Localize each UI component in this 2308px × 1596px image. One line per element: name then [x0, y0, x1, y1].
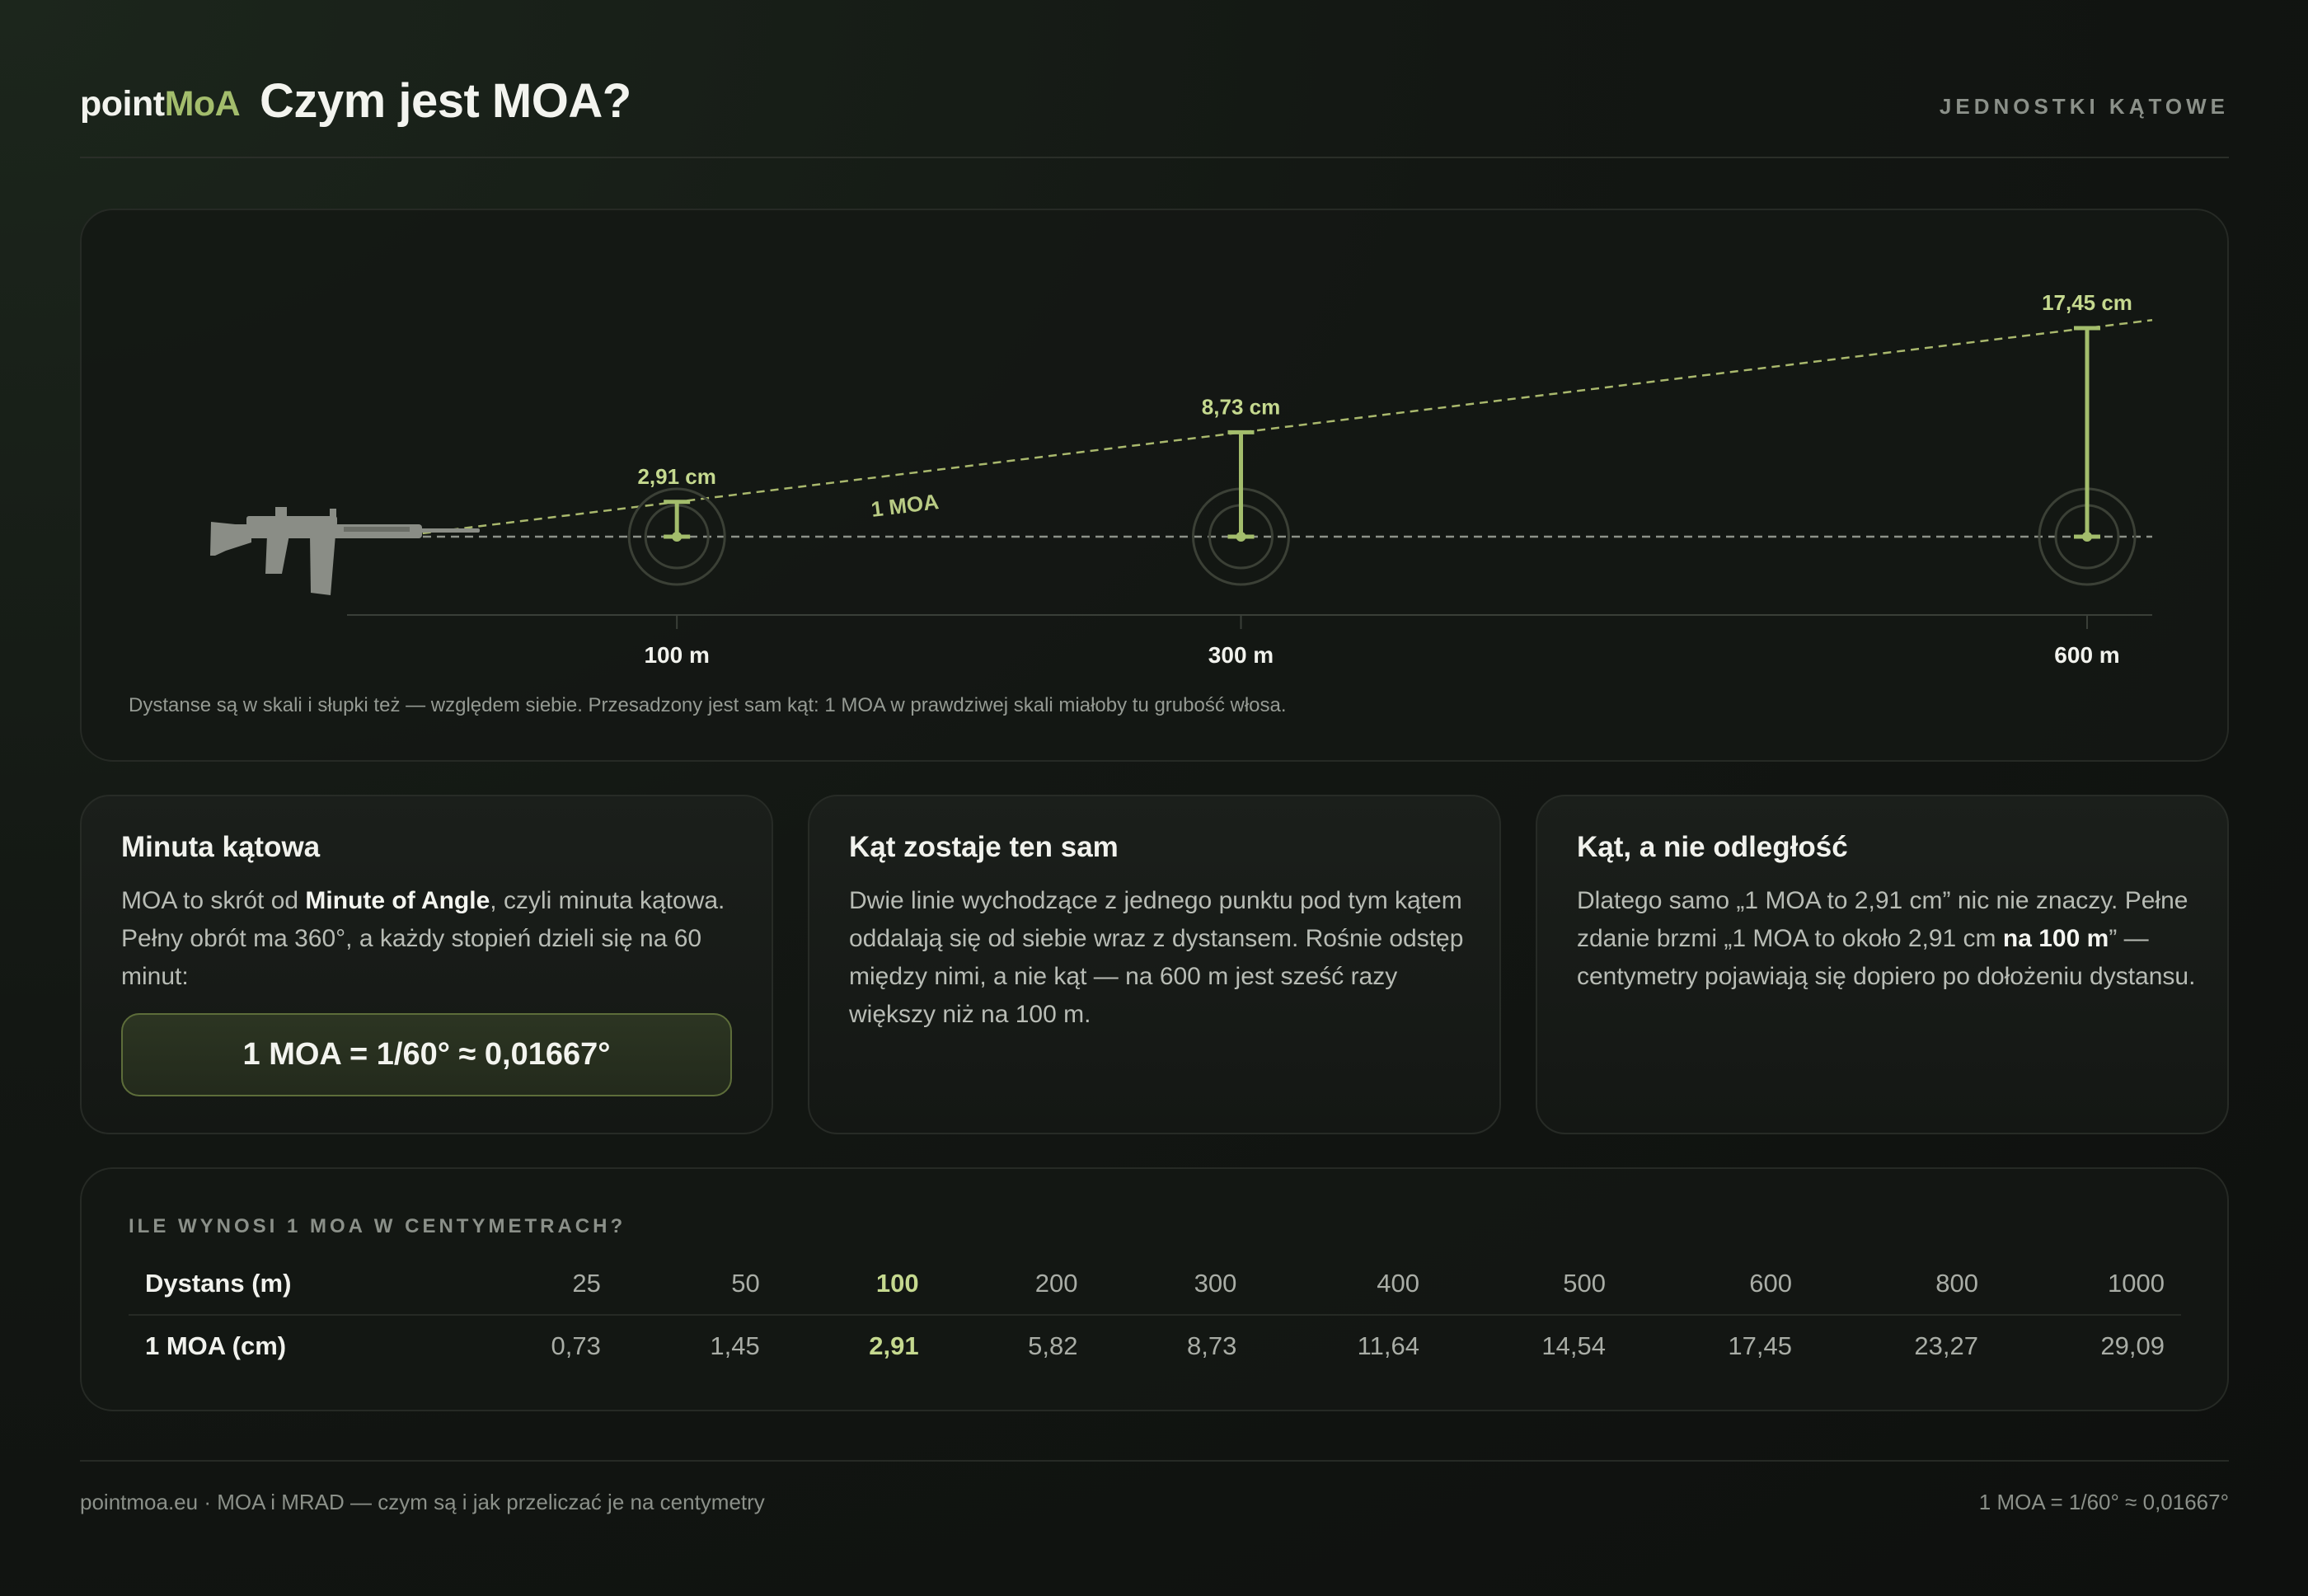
- table-heading: ILE WYNOSI 1 MOA W CENTYMETRACH?: [129, 1215, 626, 1237]
- page-footer: pointmoa.eu · MOA i MRAD — czym są i jak…: [80, 1460, 2229, 1528]
- table-row-distance: Dystans (m) 25 50 100 200 300 400 500 60…: [129, 1253, 2181, 1316]
- page-title: Czym jest MOA?: [260, 74, 631, 128]
- value-cell: 23,27: [1914, 1331, 1978, 1360]
- card-title: Minuta kątowa: [121, 831, 321, 863]
- distance-cell: 50: [617, 1253, 776, 1316]
- card-title: Kąt zostaje ten sam: [849, 831, 1119, 863]
- distance-cell: 200: [935, 1253, 1095, 1316]
- moa-diagram: 1 MOA 2,91 cm 100 m: [210, 290, 2153, 668]
- height-label: 2,91 cm: [637, 464, 715, 489]
- moa-formula: 1 MOA = 1/60° ≈ 0,01667°: [121, 1013, 732, 1096]
- marker-600m: 17,45 cm 600 m: [2038, 290, 2137, 668]
- distance-cell: 1000: [1994, 1253, 2181, 1316]
- distance-cell: 100: [776, 1253, 936, 1316]
- value-cell: 29,09: [2100, 1331, 2165, 1360]
- conversion-table-panel: ILE WYNOSI 1 MOA W CENTYMETRACH? Dystans…: [80, 1167, 2229, 1411]
- card-text: Dwie linie wychodzące z jednego punktu p…: [849, 887, 1464, 1028]
- distance-cell: 600: [1621, 1253, 1808, 1316]
- header-tag: JEDNOSTKI KĄTOWE: [1939, 94, 2229, 119]
- value-cell: 8,73: [1187, 1331, 1237, 1360]
- moa-conversion-table: Dystans (m) 25 50 100 200 300 400 500 60…: [129, 1253, 2181, 1377]
- diagram-note: Dystanse są w skali i słupki też — wzglę…: [129, 694, 1287, 716]
- card-kat-nie-odleglosc: Kąt, a nie odległość Dlatego samo „1 MOA…: [1536, 795, 2229, 1134]
- card-text: Dlatego samo „1 MOA to 2,91 cm” nic nie …: [1577, 887, 2196, 990]
- logo[interactable]: pointMoA: [80, 84, 241, 124]
- card-text: MOA to skrót od Minute of Angle, czyli m…: [121, 887, 725, 990]
- angle-label: 1 MOA: [870, 489, 941, 522]
- value-cell: 17,45: [1728, 1331, 1792, 1360]
- distance-cell: 500: [1435, 1253, 1622, 1316]
- row-label: 1 MOA (cm): [145, 1331, 287, 1360]
- logo-accent: MoA: [164, 84, 241, 124]
- rifle-icon: [210, 507, 480, 595]
- value-cell: 5,82: [1028, 1331, 1078, 1360]
- card-kat-zostaje: Kąt zostaje ten sam Dwie linie wychodząc…: [808, 795, 1501, 1134]
- marker-300m: 8,73 cm 300 m: [1192, 394, 1290, 668]
- distance-label: 100 m: [644, 642, 709, 668]
- distance-label: 300 m: [1208, 642, 1274, 668]
- value-cell: 0,73: [551, 1331, 601, 1360]
- value-cell: 2,91: [869, 1331, 919, 1360]
- distance-cell: 300: [1094, 1253, 1254, 1316]
- page-header: pointMoA Czym jest MOA? JEDNOSTKI KĄTOWE: [80, 69, 2229, 158]
- diagram-panel: 1 MOA 2,91 cm 100 m: [80, 209, 2229, 762]
- distance-label: 600 m: [2054, 642, 2119, 668]
- row-label: Dystans (m): [129, 1253, 458, 1316]
- value-cell: 11,64: [1357, 1331, 1419, 1360]
- table-row-moa: 1 MOA (cm) 0,73 1,45 2,91 5,82 8,73 11,6…: [129, 1315, 2181, 1377]
- target-icon: [627, 487, 726, 586]
- height-label: 17,45 cm: [2042, 290, 2132, 315]
- marker-100m: 2,91 cm 100 m: [627, 464, 726, 668]
- footer-formula: 1 MOA = 1/60° ≈ 0,01667°: [1978, 1490, 2229, 1514]
- card-minuta-katowa: Minuta kątowa MOA to skrót od Minute of …: [80, 795, 773, 1134]
- value-cell: 14,54: [1541, 1331, 1606, 1360]
- footer-site-link[interactable]: pointmoa.eu · MOA i MRAD — czym są i jak…: [80, 1490, 765, 1514]
- value-cell: 1,45: [710, 1331, 760, 1360]
- distance-cell: 25: [458, 1253, 617, 1316]
- angle-line: [394, 319, 2153, 538]
- distance-cell: 800: [1808, 1253, 1995, 1316]
- distance-cell: 400: [1253, 1253, 1436, 1316]
- card-title: Kąt, a nie odległość: [1577, 831, 1848, 863]
- logo-main: point: [80, 84, 165, 124]
- height-label: 8,73 cm: [1202, 394, 1280, 419]
